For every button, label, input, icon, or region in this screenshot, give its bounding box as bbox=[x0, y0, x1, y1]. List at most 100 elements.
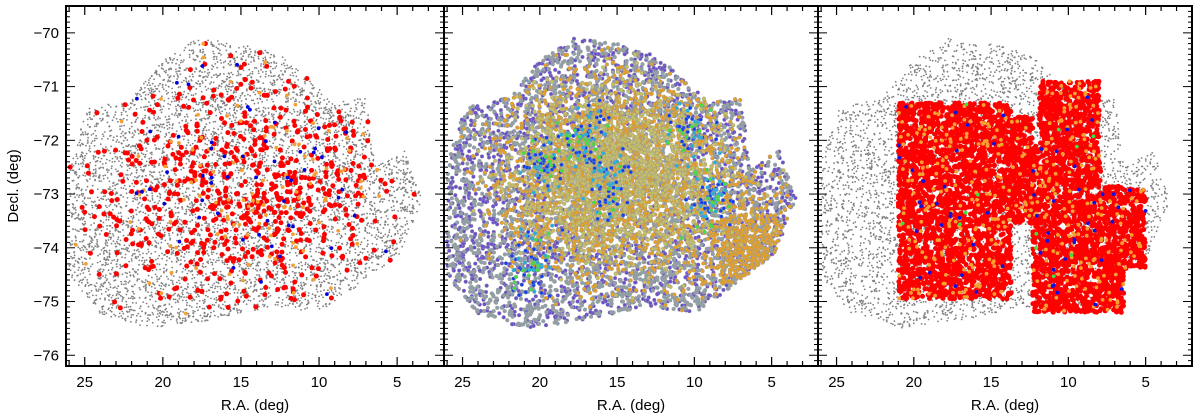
data-point bbox=[158, 164, 160, 167]
data-point bbox=[128, 271, 131, 274]
data-point bbox=[337, 201, 339, 204]
data-point bbox=[257, 79, 259, 82]
data-point bbox=[108, 159, 111, 162]
data-point bbox=[106, 278, 108, 280]
data-point bbox=[161, 252, 163, 255]
data-point bbox=[170, 67, 173, 70]
data-point bbox=[241, 243, 244, 245]
data-point bbox=[311, 194, 314, 197]
data-point bbox=[377, 231, 380, 234]
data-point bbox=[230, 229, 232, 232]
data-point bbox=[110, 310, 113, 313]
data-point bbox=[263, 305, 265, 308]
data-point bbox=[280, 279, 283, 281]
data-point bbox=[321, 196, 324, 199]
data-point bbox=[321, 248, 323, 250]
data-point bbox=[210, 88, 212, 91]
data-point bbox=[124, 132, 126, 135]
data-point bbox=[129, 174, 132, 176]
data-point bbox=[124, 253, 127, 256]
data-point bbox=[372, 154, 375, 157]
data-point bbox=[284, 262, 287, 265]
data-point bbox=[104, 258, 107, 261]
data-point bbox=[265, 296, 268, 299]
data-point bbox=[249, 136, 252, 139]
data-point bbox=[234, 212, 237, 215]
data-point bbox=[304, 124, 306, 127]
data-point bbox=[304, 151, 307, 154]
data-point bbox=[207, 117, 210, 119]
data-point bbox=[212, 65, 215, 68]
data-point bbox=[100, 166, 102, 169]
data-point bbox=[329, 276, 331, 278]
data-point bbox=[128, 250, 130, 253]
data-point bbox=[135, 225, 138, 228]
data-point bbox=[158, 171, 161, 174]
data-point bbox=[316, 122, 319, 125]
data-point bbox=[166, 255, 169, 258]
data-point bbox=[357, 101, 359, 104]
data-point bbox=[173, 114, 176, 116]
data-point bbox=[191, 204, 194, 207]
data-point bbox=[295, 233, 298, 236]
data-point bbox=[211, 162, 214, 164]
data-point bbox=[114, 204, 116, 206]
data-point bbox=[125, 173, 128, 176]
data-point bbox=[151, 192, 154, 195]
data-point bbox=[226, 263, 229, 266]
data-point bbox=[203, 312, 206, 315]
data-point bbox=[258, 275, 261, 278]
data-point bbox=[240, 130, 243, 133]
data-point bbox=[112, 233, 114, 235]
data-point bbox=[297, 85, 300, 88]
data-point bbox=[81, 154, 83, 157]
data-point bbox=[168, 121, 170, 123]
data-point bbox=[326, 274, 329, 277]
data-point bbox=[210, 76, 213, 79]
data-point bbox=[77, 163, 80, 166]
data-point bbox=[122, 312, 125, 315]
data-point bbox=[247, 287, 250, 289]
data-point bbox=[359, 251, 362, 254]
data-point bbox=[109, 309, 112, 312]
data-point bbox=[178, 218, 181, 221]
data-point bbox=[264, 176, 266, 179]
data-point bbox=[351, 126, 354, 128]
data-point bbox=[175, 133, 178, 135]
data-point bbox=[194, 281, 197, 284]
data-point bbox=[264, 153, 267, 156]
data-point bbox=[135, 143, 138, 146]
data-point bbox=[405, 163, 408, 165]
data-point bbox=[211, 105, 214, 108]
data-point bbox=[204, 126, 206, 129]
data-point bbox=[165, 69, 168, 72]
data-point bbox=[410, 189, 413, 192]
data-point bbox=[135, 92, 137, 95]
data-point bbox=[174, 189, 177, 192]
data-point bbox=[284, 133, 287, 136]
data-point bbox=[206, 72, 209, 74]
data-point bbox=[127, 226, 129, 229]
data-point bbox=[211, 137, 214, 140]
data-point bbox=[261, 158, 264, 161]
data-point bbox=[183, 256, 185, 259]
data-point bbox=[374, 213, 377, 216]
data-point bbox=[189, 220, 192, 223]
data-point bbox=[143, 141, 146, 144]
data-point bbox=[398, 169, 400, 171]
data-point bbox=[348, 252, 351, 254]
data-point bbox=[273, 80, 276, 82]
data-point bbox=[263, 160, 266, 163]
data-point bbox=[72, 164, 75, 167]
data-point bbox=[119, 164, 122, 167]
data-point bbox=[165, 132, 168, 135]
data-point bbox=[264, 151, 266, 154]
data-point bbox=[217, 107, 220, 109]
data-point bbox=[168, 232, 170, 235]
data-point bbox=[193, 276, 196, 279]
data-point bbox=[145, 147, 147, 150]
data-point bbox=[113, 160, 116, 163]
data-point bbox=[347, 263, 350, 266]
data-point bbox=[126, 169, 129, 172]
data-point bbox=[215, 58, 218, 60]
